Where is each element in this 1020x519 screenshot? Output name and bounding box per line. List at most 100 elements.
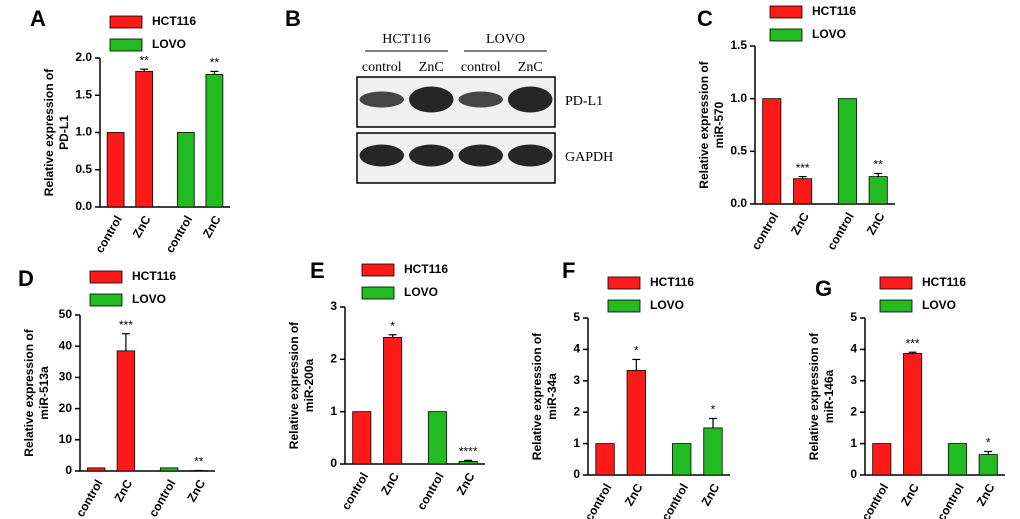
x-tick-label: control: [934, 481, 966, 519]
x-tick-label: control: [749, 210, 781, 252]
bar: [458, 460, 478, 465]
legend-swatch: [361, 263, 395, 277]
y-tick-label: 3: [330, 299, 337, 313]
x-tick-label: control: [339, 470, 371, 512]
legend-label: HCT116: [132, 269, 176, 283]
bar: [176, 132, 195, 208]
significance: *: [711, 403, 716, 417]
x-tick-label: control: [92, 213, 124, 255]
legend-swatch: [109, 15, 143, 29]
significance: ***: [906, 336, 920, 350]
y-tick-label: 1: [573, 436, 580, 450]
significance: ***: [796, 161, 810, 175]
x-tick-label: ZnC: [699, 481, 723, 508]
group-label: LOVO: [486, 32, 525, 47]
x-tick-label: control: [859, 481, 891, 519]
y-axis-label: miR-200a: [302, 359, 316, 413]
significance: ****: [459, 445, 478, 459]
lane-label: ZnC: [419, 60, 444, 75]
bar: [793, 178, 813, 205]
x-tick-label: control: [146, 477, 178, 519]
panel-label: A: [30, 6, 46, 31]
significance: **: [210, 56, 220, 70]
significance: *: [390, 319, 395, 333]
significance: *: [986, 436, 991, 450]
x-tick-label: ZnC: [788, 210, 812, 237]
x-tick-label: ZnC: [864, 210, 888, 237]
bar: [837, 98, 857, 205]
legend-label: LOVO: [152, 37, 186, 51]
y-axis-label: miR-570: [712, 101, 726, 148]
blot-band: [408, 86, 454, 113]
y-axis-label: Relative expression of: [530, 332, 544, 460]
row-label: GAPDH: [565, 150, 613, 165]
legend-swatch: [607, 299, 641, 313]
x-tick-label: ZnC: [111, 477, 135, 504]
bar: [159, 467, 179, 472]
bar: [672, 443, 692, 476]
y-tick-label: 4: [850, 342, 857, 356]
y-tick-label: 0: [573, 467, 580, 481]
lane-label: ZnC: [518, 60, 543, 75]
y-axis-label: miR-34a: [545, 373, 559, 420]
legend-swatch: [361, 286, 395, 300]
legend-label: HCT116: [152, 14, 196, 28]
y-tick-label: 30: [59, 370, 73, 384]
legend-swatch: [89, 270, 123, 284]
panel-label: G: [815, 276, 832, 301]
y-tick-label: 3: [850, 373, 857, 387]
bar: [205, 73, 224, 208]
bar: [872, 443, 892, 476]
bar: [703, 427, 723, 476]
x-tick-label: control: [582, 481, 614, 519]
blot-band: [408, 144, 454, 167]
y-tick-label: 2: [850, 404, 857, 418]
significance: ***: [119, 318, 133, 332]
y-axis-label: Relative expression of: [42, 68, 56, 196]
x-tick-label: control: [824, 210, 856, 252]
significance: **: [874, 158, 884, 172]
x-tick-label: control: [659, 481, 691, 519]
y-tick-label: 50: [59, 307, 73, 321]
y-tick-label: 0.0: [75, 199, 92, 213]
y-tick-label: 20: [59, 401, 73, 415]
bar: [595, 443, 615, 476]
bar: [947, 443, 967, 476]
legend-label: HCT116: [922, 275, 966, 289]
y-tick-label: 1.5: [730, 38, 747, 52]
blot-band: [359, 144, 405, 167]
y-tick-label: 40: [59, 338, 73, 352]
y-axis-label: miR-146a: [822, 370, 836, 424]
x-tick-label: control: [163, 213, 195, 255]
lane-label: control: [362, 60, 402, 75]
x-tick-label: ZnC: [130, 213, 154, 240]
x-tick-label: ZnC: [622, 481, 646, 508]
x-tick-label: control: [73, 477, 105, 519]
y-tick-label: 1.0: [730, 91, 747, 105]
y-tick-label: 0: [850, 467, 857, 481]
y-tick-label: 2.0: [75, 50, 92, 64]
y-tick-label: 2: [573, 404, 580, 418]
bar: [106, 132, 125, 208]
legend-swatch: [607, 276, 641, 290]
y-tick-label: 3: [573, 373, 580, 387]
bar: [903, 353, 923, 476]
y-tick-label: 0.5: [730, 144, 747, 158]
y-tick-label: 5: [573, 310, 580, 324]
x-tick-label: ZnC: [898, 481, 922, 508]
x-tick-label: ZnC: [454, 470, 478, 497]
legend-label: LOVO: [812, 27, 846, 41]
y-tick-label: 1.5: [75, 87, 92, 101]
x-tick-label: ZnC: [184, 477, 208, 504]
bar: [626, 370, 646, 476]
panel-label: B: [285, 6, 301, 31]
bar: [135, 71, 154, 208]
legend-swatch: [769, 5, 803, 19]
bar: [978, 454, 998, 476]
blot-band: [458, 91, 504, 108]
legend-label: HCT116: [812, 4, 856, 18]
y-tick-label: 0.0: [730, 196, 747, 210]
y-tick-label: 5: [850, 310, 857, 324]
legend-label: HCT116: [650, 275, 694, 289]
legend-label: HCT116: [404, 262, 448, 276]
